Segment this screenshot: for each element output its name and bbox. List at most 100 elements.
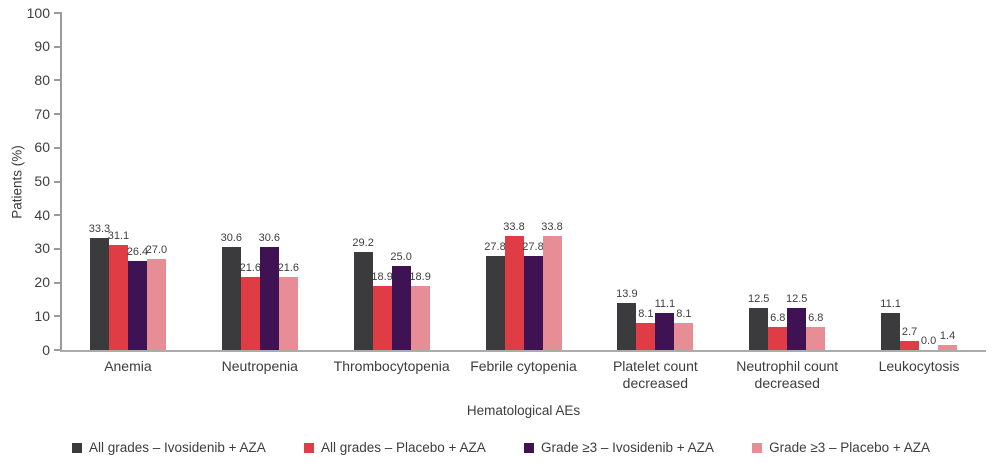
bar-group: 30.6 21.6 30.6 21.6 (194, 13, 326, 350)
bar-value-label: 13.9 (616, 288, 638, 301)
bar-value-label: 6.8 (808, 312, 824, 325)
bar-value-label: 33.8 (503, 221, 525, 234)
bar-value-label: 27.8 (522, 241, 544, 254)
legend-label: All grades – Ivosidenib + AZA (89, 440, 266, 455)
legend-item: All grades – Ivosidenib + AZA (72, 440, 266, 455)
legend-swatch (303, 443, 314, 453)
y-tick-label: 70 (34, 105, 50, 122)
bar-value-label: 18.9 (409, 271, 431, 284)
x-category-label: Neutrophil count decreased (736, 358, 839, 391)
legend-label: All grades – Placebo + AZA (320, 440, 486, 455)
legend-swatch (523, 443, 534, 453)
bar-value-label: 27.0 (145, 244, 168, 257)
y-tick-mark (54, 146, 60, 149)
bar: 29.2 (352, 237, 374, 350)
bar-value-label: 21.6 (239, 262, 261, 275)
y-tick-label: 30 (34, 240, 50, 257)
bar: 30.6 (221, 232, 242, 350)
y-tick-mark (54, 45, 60, 48)
y-axis-line (60, 12, 62, 352)
y-tick-mark (54, 214, 60, 217)
x-category-label: Platelet count decreased (612, 358, 698, 391)
y-tick-mark (54, 247, 60, 250)
y-tick-label: 80 (34, 71, 50, 88)
y-tick-label: 50 (34, 173, 50, 189)
bar-value-label: 0.0 (920, 335, 937, 347)
bar: 21.6 (278, 262, 299, 350)
legend-label: Grade ≥3 – Placebo + AZA (769, 440, 930, 455)
y-tick-mark (54, 281, 60, 284)
bar-value-label: 29.2 (352, 236, 374, 249)
x-axis-title: Hematological AEs (466, 403, 581, 418)
bar: 6.8 (768, 312, 788, 350)
legend: All grades – Ivosidenib + AZA All grades … (72, 440, 930, 455)
bar: 6.8 (806, 312, 826, 350)
bar: 30.6 (259, 232, 280, 350)
legend-label: Grade ≥3 – Ivosidenib + AZA (540, 440, 714, 455)
legend-item: Grade ≥3 – Placebo + AZA (752, 440, 930, 455)
bar-value-label: 11.1 (654, 297, 676, 310)
bar-value-label: 30.6 (258, 231, 280, 244)
bar-group: 11.1 2.7 0.0 1.4 (853, 13, 985, 350)
bar: 11.1 (655, 298, 675, 350)
bar-value-label: 2.7 (901, 325, 918, 338)
x-category-label: Anemia (104, 358, 152, 374)
x-category-label: Febrile cytopenia (470, 358, 577, 374)
bar-group: 27.8 33.8 27.8 33.8 (458, 13, 590, 350)
bar-group: 29.2 18.9 25.0 18.9 (326, 13, 458, 350)
bar: 27.8 (484, 241, 506, 350)
bar: 2.7 (900, 326, 920, 350)
x-category-label: Leukocytosis (878, 358, 960, 374)
bar-group: 33.3 31.1 26.4 27.0 (62, 13, 194, 350)
y-tick-mark (54, 349, 60, 351)
x-category-label: Neutropenia (221, 358, 298, 374)
legend-swatch (72, 443, 82, 453)
x-category-labels: Anemia Neutropenia Thrombocytopenia Febrile… (62, 358, 985, 392)
plot-area: 33.3 31.1 26.4 27.0 30.6 21.6 30.6 21.6 29.2 18.9… (62, 13, 985, 350)
bar-value-label: 8.1 (676, 307, 692, 320)
y-tick-mark (54, 113, 60, 116)
bar: 11.1 (880, 298, 901, 350)
bar-value-label: 26.4 (126, 246, 149, 259)
bar-value-label: 6.8 (770, 312, 786, 325)
bar: 25.0 (390, 251, 412, 350)
y-tick-label: 100 (26, 4, 50, 21)
bar: 1.4 (938, 330, 958, 350)
bar: 33.3 (89, 223, 110, 350)
y-tick-label: 60 (34, 139, 50, 156)
bar-value-label: 18.9 (371, 271, 393, 284)
bar: 27.0 (146, 244, 167, 350)
y-tick-label: 20 (34, 274, 50, 291)
y-tick-label: 0 (42, 341, 50, 358)
y-tick-mark (54, 12, 60, 14)
bar: 12.5 (748, 293, 769, 350)
bar-value-label: 12.5 (786, 292, 808, 305)
bar-value-label: 31.1 (107, 230, 130, 243)
legend-item: All grades – Placebo + AZA (303, 440, 486, 455)
bar: 27.8 (522, 241, 544, 350)
bar: 8.1 (674, 308, 694, 350)
bar-value-label: 33.8 (541, 221, 563, 234)
bar: 31.1 (108, 230, 129, 350)
y-tick-mark (54, 315, 60, 318)
bar: 33.8 (541, 221, 563, 350)
x-category-label: Thrombocytopenia (333, 358, 450, 374)
bar: 26.4 (127, 246, 148, 350)
bar-value-label: 25.0 (390, 250, 412, 263)
bar-value-label: 8.1 (638, 307, 654, 320)
legend-item: Grade ≥3 – Ivosidenib + AZA (523, 440, 714, 455)
bar-value-label: 30.6 (220, 231, 242, 244)
bar-group: 13.9 8.1 11.1 8.1 (589, 13, 721, 350)
bar-group: 12.5 6.8 12.5 6.8 (721, 13, 853, 350)
y-tick-label: 10 (34, 307, 50, 324)
bar-value-label: 27.8 (484, 241, 506, 254)
bar: 12.5 (786, 293, 807, 350)
bar: 21.6 (240, 262, 261, 350)
bar: 18.9 (371, 271, 393, 350)
bar-value-label: 21.6 (277, 262, 299, 275)
y-tick-mark (54, 180, 60, 183)
x-axis-line (60, 350, 986, 352)
y-tick-label: 40 (34, 206, 50, 223)
legend-swatch (752, 443, 763, 453)
